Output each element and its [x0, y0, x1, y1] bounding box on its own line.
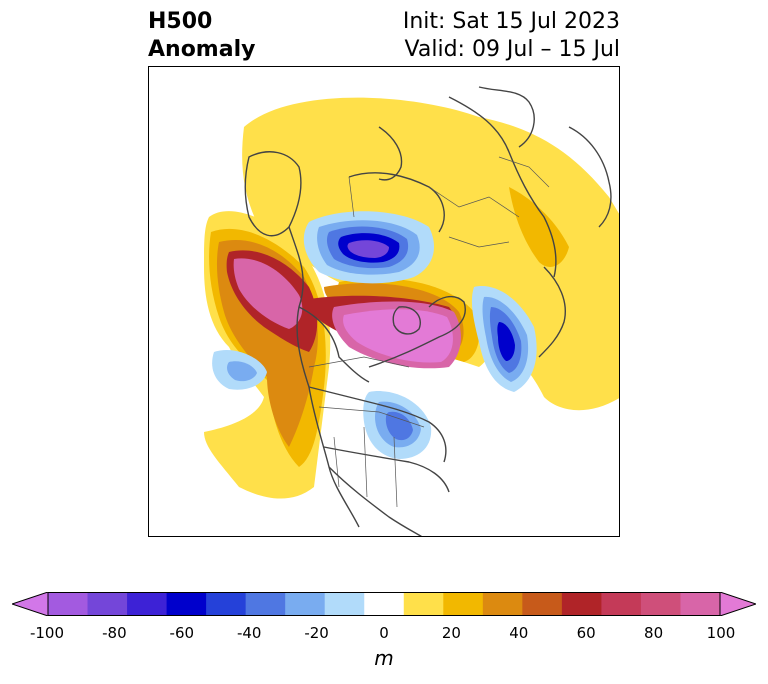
init-time: Init: Sat 15 Jul 2023	[402, 9, 620, 34]
title-line-1: H500	[148, 9, 213, 34]
colorbar-tick-label: -60	[169, 624, 195, 642]
map-title: H500 Anomaly	[148, 8, 255, 64]
map-subtitle: Init: Sat 15 Jul 2023 Valid: 09 Jul – 15…	[403, 8, 620, 64]
colorbar-tick-label: -100	[29, 624, 65, 642]
colorbar-arrow-low	[12, 592, 49, 616]
colorbar-segment	[206, 592, 247, 616]
colorbar-tick-label: 60	[576, 624, 596, 642]
colorbar-segment	[522, 592, 563, 616]
colorbar-segment	[680, 592, 721, 616]
colorbar-tick-label: 100	[706, 624, 736, 642]
positive-anomaly-pink	[343, 309, 453, 363]
colorbar-tick-label: 0	[379, 624, 389, 642]
title-line-2: Anomaly	[148, 37, 256, 62]
colorbar-segment	[482, 592, 523, 616]
colorbar-outline	[47, 592, 721, 616]
anomaly-field	[204, 86, 619, 536]
colorbar-tick-label: -40	[236, 624, 262, 642]
colorbar-segment	[87, 592, 128, 616]
colorbar-segment	[48, 592, 89, 616]
colorbar-unit-label: m	[374, 646, 394, 670]
colorbar-tick-label: 40	[509, 624, 529, 642]
colorbar-segment	[364, 592, 405, 616]
colorbar-segment	[166, 592, 207, 616]
negative-anomaly-purple	[347, 240, 389, 258]
colorbar-segment	[285, 592, 326, 616]
colorbar-segment	[245, 592, 286, 616]
colorbar-arrow-high	[719, 592, 756, 616]
anomaly-map	[148, 66, 620, 537]
colorbar-segment	[403, 592, 444, 616]
colorbar-graphic	[12, 592, 756, 616]
colorbar-segment	[443, 592, 484, 616]
colorbar-tick-label: 20	[441, 624, 461, 642]
colorbar-segment	[561, 592, 602, 616]
political-borders	[308, 156, 550, 508]
colorbar-segment	[601, 592, 642, 616]
colorbar-tick-label: -20	[304, 624, 329, 642]
colorbar-tick-label: -80	[102, 624, 127, 642]
colorbar-segment	[640, 592, 681, 616]
colorbar	[12, 592, 756, 616]
valid-range: Valid: 09 Jul – 15 Jul	[404, 37, 620, 62]
colorbar-segment	[324, 592, 365, 616]
colorbar-segment	[127, 592, 168, 616]
coastlines	[244, 86, 612, 536]
colorbar-tick-label: 80	[644, 624, 664, 642]
